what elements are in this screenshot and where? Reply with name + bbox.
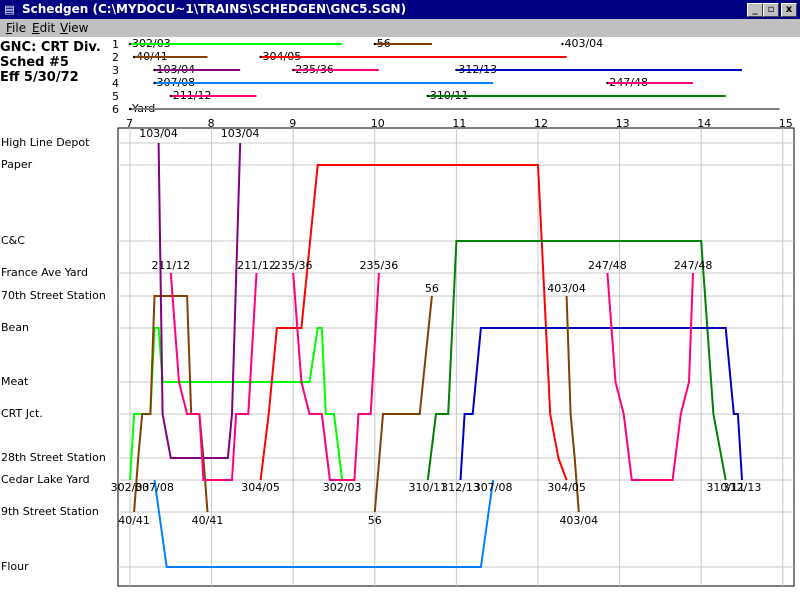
train-path	[292, 272, 380, 481]
train-path	[565, 295, 580, 513]
hour-tick-label: 14	[697, 117, 712, 130]
trip-start-dot	[606, 81, 609, 85]
trip-start-dot	[132, 55, 136, 59]
station-label-paper: Paper	[1, 158, 33, 171]
train-data-label: 304/05	[241, 481, 280, 494]
train-data-label: 103/04	[139, 127, 178, 140]
hour-tick-label: 9	[289, 117, 297, 130]
station-label-meat: Meat	[1, 375, 29, 388]
trip-start-dot	[292, 68, 295, 72]
train-path	[459, 327, 743, 481]
train-data-label: 211/12	[151, 259, 190, 272]
train-data-label: 247/48	[674, 259, 713, 272]
train-data-label: 312/13	[723, 481, 762, 494]
window-title: Schedgen (C:\MYDOCU~1\TRAINS\SCHEDGEN\GN…	[22, 2, 407, 16]
station-label-ninth: 9th Street Station	[1, 505, 99, 518]
station-label-seventieth: 70th Street Station	[1, 289, 106, 302]
train-data-label: 103/04	[221, 127, 260, 140]
train-data-label: 403/04	[559, 514, 598, 527]
train-path	[606, 272, 694, 481]
row-number: 1	[112, 38, 119, 51]
hour-tick-label: 8	[207, 117, 215, 130]
trip-label[interactable]: 403/04	[564, 37, 604, 50]
train-data-label: 211/12	[237, 259, 276, 272]
hour-tick-label: 10	[370, 117, 385, 130]
train-data-label: 235/36	[360, 259, 399, 272]
train-data-label: 307/08	[474, 481, 513, 494]
station-label-cc: C&C	[1, 234, 25, 247]
row-number: 6	[112, 103, 119, 116]
trip-start-dot	[169, 94, 172, 98]
train-path	[157, 142, 242, 459]
station-label-cedar: Cedar Lake Yard	[1, 473, 90, 486]
train-data-label: 56	[368, 514, 382, 527]
trip-start-dot	[455, 68, 458, 72]
station-label-twentyeighth: 28th Street Station	[1, 451, 106, 464]
maximize-button[interactable]: ▫	[763, 3, 779, 17]
station-label-crt: CRT Jct.	[1, 407, 43, 420]
trip-start-dot	[128, 107, 132, 111]
train-path	[426, 240, 727, 481]
hour-tick-label: 7	[126, 117, 133, 130]
train-data-label: 312/13	[441, 481, 480, 494]
menu-view[interactable]: View	[60, 21, 89, 35]
row-number: 2	[112, 51, 119, 64]
row-number: 3	[112, 64, 119, 77]
train-data-label: 247/48	[588, 259, 627, 272]
station-label-bean: Bean	[1, 321, 30, 334]
train-data-label: 40/41	[192, 514, 224, 527]
app-icon[interactable]: ▤	[4, 3, 15, 16]
trip-start-dot	[153, 81, 156, 85]
row-number: 5	[112, 90, 119, 103]
train-data-label: 310/11	[706, 481, 745, 494]
train-data-label: 56	[425, 282, 439, 295]
hour-tick-label: 11	[452, 117, 467, 130]
trip-start-dot	[373, 42, 376, 46]
row-number: 4	[112, 77, 119, 90]
menu-edit[interactable]: Edit	[32, 21, 56, 35]
train-path	[153, 479, 495, 568]
train-data-label: 310/11	[408, 481, 447, 494]
menu-bar: File Edit View	[0, 19, 800, 37]
hour-tick-label: 12	[534, 117, 548, 130]
train-data-label: 302/03	[323, 481, 362, 494]
train-data-label: 403/04	[547, 282, 586, 295]
train-path	[169, 272, 258, 481]
schedule-number: Sched #5	[0, 55, 69, 70]
trip-start-dot	[561, 42, 564, 46]
close-button[interactable]: x	[781, 3, 797, 17]
train-data-label: 307/08	[135, 481, 174, 494]
station-label-france: France Ave Yard	[1, 266, 88, 279]
train-data-label: 40/41	[118, 514, 150, 527]
minimize-button[interactable]: _	[747, 3, 763, 17]
train-path	[373, 295, 433, 513]
title-bar[interactable]: ▤ Schedgen (C:\MYDOCU~1\TRAINS\SCHEDGEN\…	[0, 0, 800, 19]
train-data-label: 302/03	[111, 481, 150, 494]
train-data-label: 235/36	[274, 259, 313, 272]
train-path	[259, 164, 568, 481]
station-label-flour: Flour	[1, 560, 29, 573]
hour-tick-label: 15	[778, 117, 793, 130]
trip-start-dot	[153, 68, 156, 72]
division-title: GNC: CRT Div.	[0, 40, 101, 55]
trip-start-dot	[128, 42, 132, 46]
hour-tick-label: 13	[615, 117, 630, 130]
train-data-label: 304/05	[547, 481, 586, 494]
station-label-high_line: High Line Depot	[1, 136, 90, 149]
effective-date: Eff 5/30/72	[0, 70, 79, 85]
menu-file[interactable]: File	[6, 21, 27, 35]
trip-start-dot	[259, 55, 262, 59]
trip-start-dot	[426, 94, 430, 98]
